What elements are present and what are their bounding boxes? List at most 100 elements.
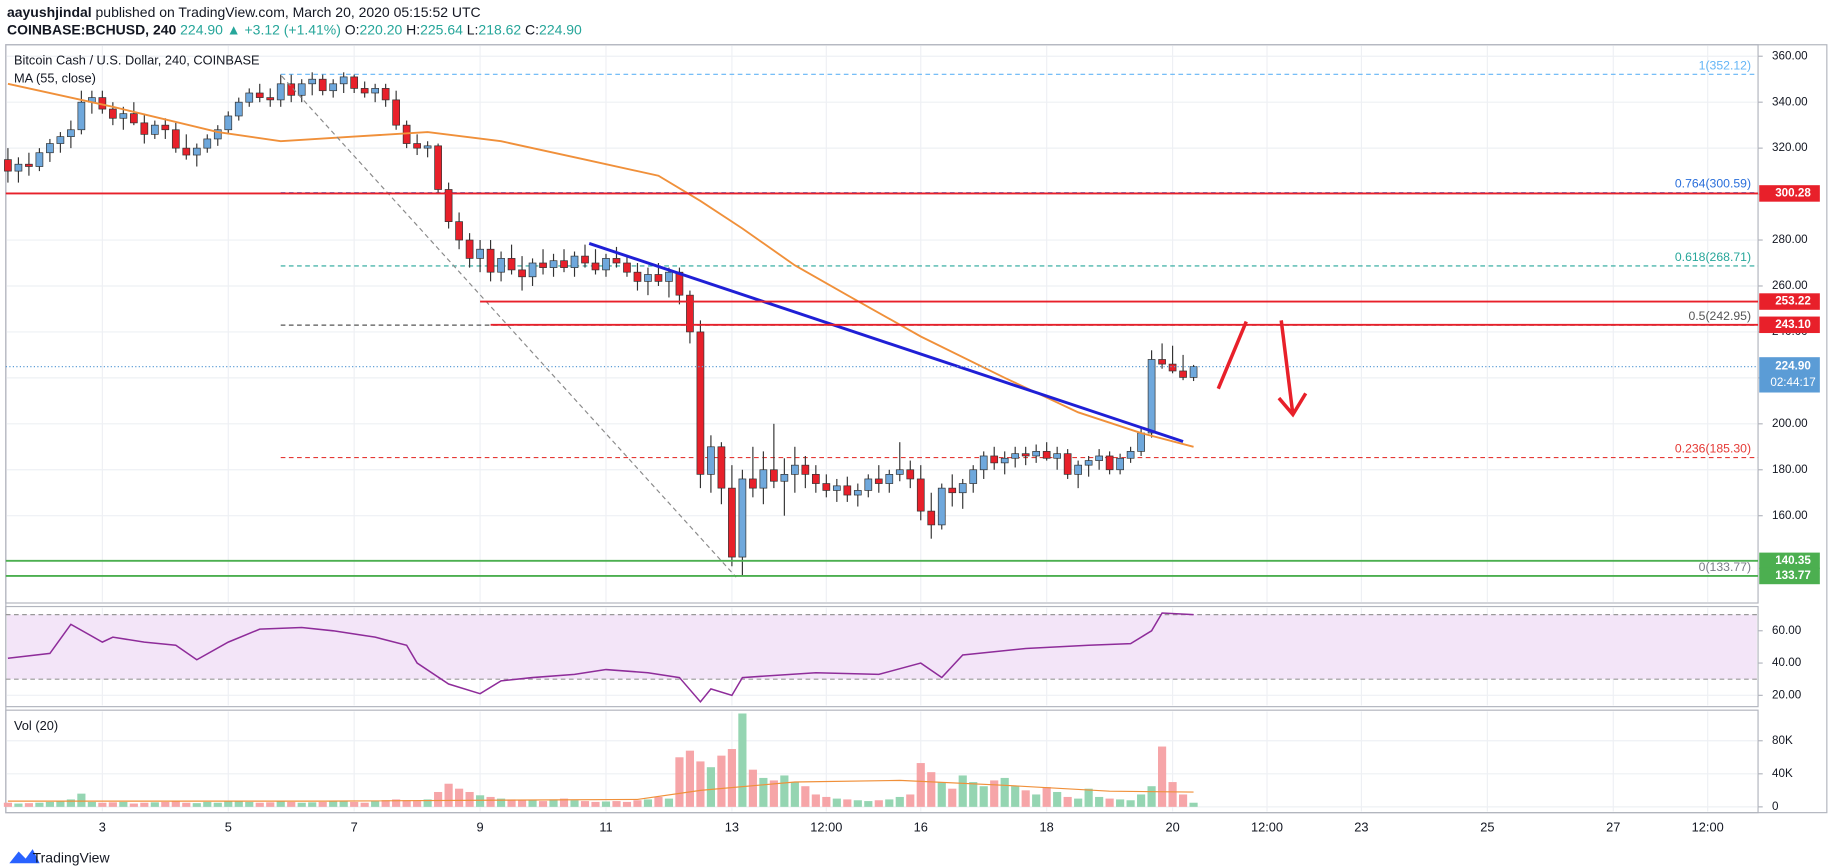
candle-body (1126, 451, 1135, 459)
candle-body (287, 83, 296, 96)
trend-line (281, 75, 737, 578)
candle-body (486, 248, 495, 273)
volume-bar (937, 782, 946, 807)
outer-frame (5, 44, 1828, 814)
volume-bar (119, 801, 128, 807)
candle-body (927, 510, 936, 526)
brand-name: TradingView (33, 849, 111, 865)
volume-bar (381, 800, 390, 807)
volume-bar (392, 799, 401, 807)
candle-body (654, 274, 663, 282)
volume-bar (507, 799, 516, 807)
volume-bar (1168, 782, 1177, 807)
y-tick-label: 60.00 (1772, 624, 1802, 637)
pane-title: Bitcoin Cash / U.S. Dollar, 240, COINBAS… (14, 53, 260, 68)
volume-ma (7, 779, 1194, 802)
x-tick-label: 7 (351, 819, 358, 834)
volume-bar (350, 801, 359, 807)
candle-body (738, 478, 747, 558)
candle-body (665, 271, 673, 282)
candle-body (1147, 359, 1156, 434)
volume-bar (77, 793, 86, 807)
candle-body (56, 136, 65, 144)
last-price-label: 224.90 (1775, 360, 1811, 373)
candle-body (759, 469, 768, 489)
x-tick-label: 13 (725, 819, 739, 834)
volume-bar (3, 802, 13, 807)
volume-bar (906, 794, 915, 807)
candle-body (1084, 460, 1093, 466)
volume-bar (1084, 788, 1093, 807)
x-tick-label: 27 (1606, 819, 1620, 834)
volume-bar (266, 802, 275, 807)
fib-label: 1(352.12) (1699, 58, 1751, 72)
volume-bar (1126, 800, 1135, 807)
volume-bar (66, 799, 75, 807)
volume-bar (87, 801, 96, 807)
volume-bar (780, 775, 789, 807)
candle-body (129, 113, 138, 124)
level-tag (1759, 316, 1820, 334)
volume-bar (444, 783, 453, 807)
volume-bar (748, 769, 757, 807)
volume-bar (486, 796, 495, 807)
candle-body (329, 83, 338, 92)
y-tick-label: 40.00 (1772, 656, 1802, 669)
candle-body (297, 83, 306, 96)
symbol-line: COINBASE:BCHUSD, 240 224.90 ▲ +3.12 (+1.… (7, 21, 582, 37)
candle-body (990, 455, 999, 464)
candle-body (591, 262, 600, 271)
level-tag-label: 133.77 (1775, 569, 1811, 582)
candle-body (77, 101, 86, 131)
ohlc-value: 225.64 (420, 21, 463, 37)
ohlc-key: L: (467, 21, 479, 37)
candle-body (381, 88, 390, 101)
candle-body (958, 483, 967, 494)
candle-body (192, 147, 201, 156)
candle-body (245, 92, 254, 103)
candle-body (507, 258, 516, 271)
candle-body (1095, 455, 1103, 461)
candle-body (150, 124, 159, 135)
ohlc-key: H: (406, 21, 420, 37)
y-tick-label: 0 (1772, 800, 1779, 813)
ohlc-key: O: (345, 21, 360, 37)
candle-body (423, 145, 432, 149)
candle-body (1053, 453, 1062, 459)
candle-body (1116, 457, 1124, 471)
x-tick-label: 9 (477, 819, 484, 834)
volume-bar (496, 798, 506, 807)
volume-bar (203, 801, 212, 807)
volume-bar (1178, 794, 1188, 807)
volume-bar (738, 713, 747, 807)
candle-body (560, 260, 568, 268)
candle-body (413, 143, 421, 149)
fib-label: 0(133.77) (1699, 560, 1751, 574)
candle-body (276, 83, 285, 101)
candle-body (1137, 432, 1145, 452)
candle-body (864, 478, 873, 491)
volume-bar (958, 775, 967, 807)
x-tick-label: 3 (99, 819, 106, 834)
volume-bar (339, 801, 348, 807)
volume-bar (35, 802, 44, 807)
y-tick-label: 160.00 (1772, 509, 1808, 522)
volume-bar (580, 801, 590, 807)
y-tick-label: 180.00 (1772, 463, 1808, 476)
candle-body (350, 76, 359, 89)
volume-bar (171, 801, 180, 807)
y-tick-label: 320.00 (1772, 141, 1808, 154)
volume-bar (1053, 791, 1062, 807)
candle-body (602, 258, 610, 271)
volume-bar (150, 802, 159, 807)
brand-logo (9, 849, 40, 864)
trend-line (588, 242, 1184, 443)
y-tick-label: 200.00 (1772, 417, 1808, 430)
x-tick-label: 18 (1040, 819, 1054, 834)
candle-body (633, 271, 642, 282)
volume-bar (161, 801, 170, 807)
level-tag-label: 140.35 (1775, 554, 1811, 567)
brand: TradingView (9, 849, 110, 865)
volume-bar (811, 794, 820, 807)
